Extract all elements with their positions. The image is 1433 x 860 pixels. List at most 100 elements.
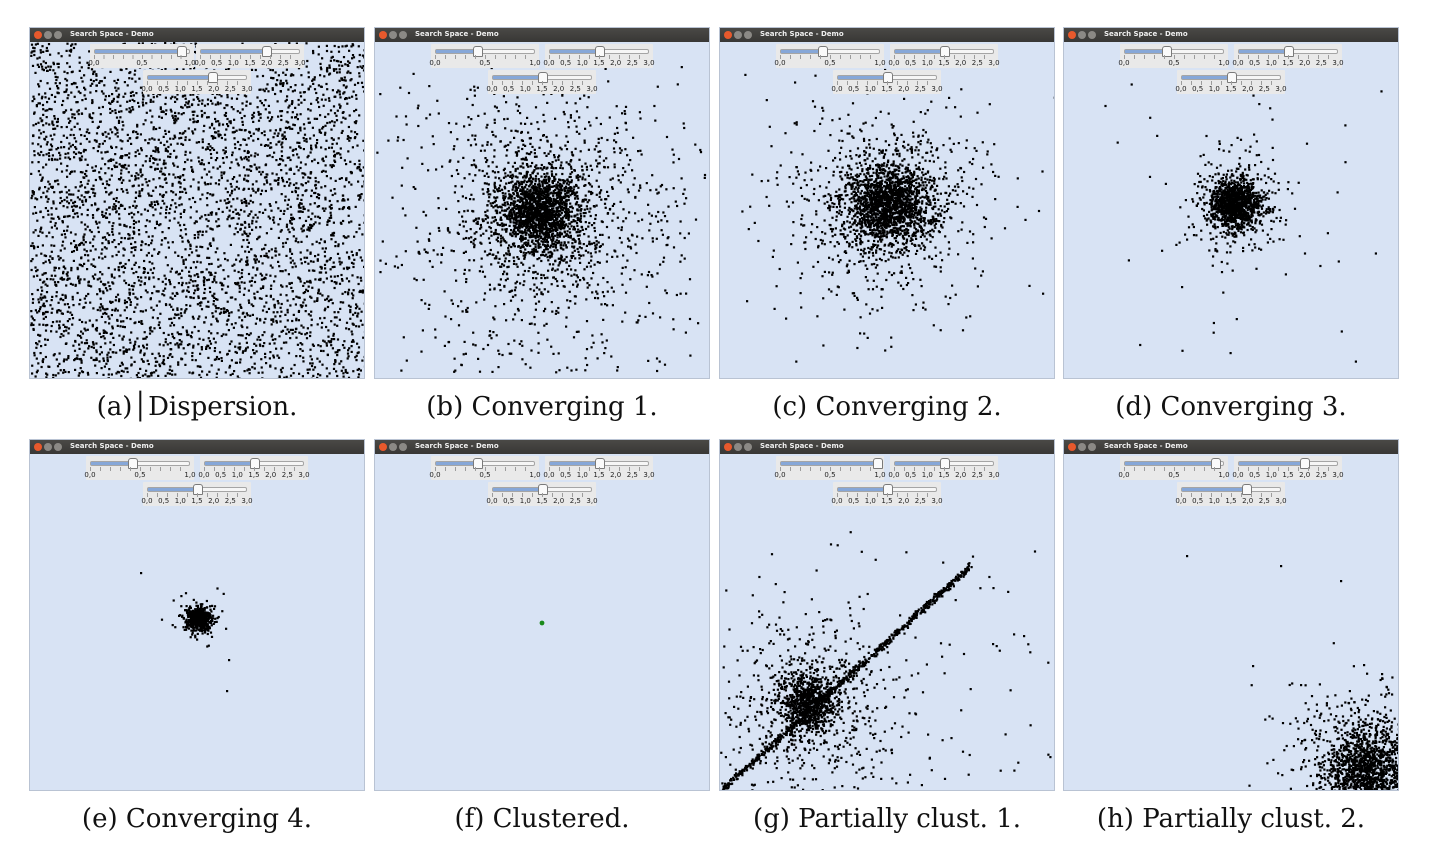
particle (211, 312, 214, 315)
particle (352, 313, 355, 316)
particle (64, 295, 67, 298)
particle (215, 358, 218, 361)
particle (274, 367, 277, 370)
particle (113, 276, 116, 279)
particle (193, 120, 196, 123)
particle (40, 345, 43, 348)
particle (178, 132, 182, 135)
particle (30, 172, 33, 175)
particle (65, 273, 68, 276)
particle (96, 126, 99, 129)
particle (70, 269, 73, 272)
particle (236, 231, 239, 234)
particle (266, 116, 270, 119)
close-icon[interactable] (379, 31, 387, 39)
particle (32, 231, 35, 234)
particle (134, 69, 137, 72)
particle (493, 181, 496, 184)
particle (164, 129, 167, 132)
particle (469, 198, 472, 201)
particle (196, 287, 199, 290)
particle (114, 111, 117, 115)
particle (184, 258, 187, 261)
particle (330, 338, 333, 341)
particle (80, 359, 83, 362)
particle (299, 342, 302, 345)
particle (244, 250, 247, 253)
particle (178, 180, 181, 183)
particle (174, 202, 177, 205)
particle (31, 364, 34, 367)
particle (228, 342, 232, 346)
slider-b[interactable]: 0,0 0,5 1,0 1,5 2,0 2,5 3,0 (194, 44, 306, 68)
slider-track[interactable] (94, 46, 190, 57)
particle (243, 210, 246, 213)
particle (109, 158, 113, 161)
particle (265, 255, 269, 258)
particle (519, 122, 523, 125)
particle (76, 196, 79, 199)
particle (127, 259, 130, 262)
maximize-icon[interactable] (399, 31, 407, 39)
particle (254, 152, 257, 155)
particle (221, 210, 224, 213)
particle (184, 228, 187, 231)
particle (270, 209, 273, 212)
particle (306, 368, 309, 371)
minimize-icon[interactable] (389, 31, 397, 39)
particle (184, 97, 187, 100)
particle (261, 248, 264, 251)
particle (210, 135, 213, 138)
particle (34, 266, 37, 269)
particle (171, 373, 174, 376)
particle (651, 174, 654, 177)
particle (356, 342, 359, 345)
minimize-icon[interactable] (44, 31, 52, 39)
particle (111, 325, 114, 328)
slider-track[interactable] (147, 72, 247, 83)
particle (44, 186, 47, 189)
maximize-icon[interactable] (54, 31, 62, 39)
particle (319, 114, 322, 117)
particle (486, 123, 489, 126)
particle (231, 131, 234, 134)
particle (529, 174, 532, 177)
particle (78, 206, 82, 209)
particle (285, 180, 289, 184)
panel-dispersion: Search Space - Demo 0,0 0,5 1,0 0,0 0,5 1,0 1… (30, 28, 364, 428)
particle (104, 95, 107, 98)
particle (203, 284, 206, 287)
particle (261, 74, 265, 78)
particle (42, 216, 45, 219)
particle (355, 253, 358, 256)
particle (33, 97, 36, 101)
particle (570, 369, 573, 372)
particle (160, 206, 163, 209)
particle (197, 329, 200, 333)
particle (293, 363, 296, 367)
slider-track[interactable] (200, 46, 300, 57)
particle (225, 291, 228, 294)
particle (109, 102, 112, 105)
particle (271, 155, 274, 159)
particle (100, 335, 103, 339)
particle (164, 283, 167, 286)
particle (208, 370, 211, 373)
particle (307, 285, 310, 288)
particle (184, 233, 188, 236)
particle (192, 261, 195, 264)
particle (317, 161, 320, 165)
slider-a[interactable]: 0,0 0,5 1,0 (88, 44, 196, 68)
particle (33, 112, 36, 115)
particle (524, 254, 527, 257)
particle (324, 131, 327, 134)
particle (265, 273, 268, 276)
particle (139, 133, 142, 136)
close-icon[interactable] (34, 31, 42, 39)
particle (307, 71, 310, 74)
particle (95, 90, 98, 93)
particle (186, 106, 189, 109)
slider-c[interactable]: 0,0 0,5 1,0 1,5 2,0 2,5 3,0 (141, 70, 253, 94)
particle (93, 70, 96, 73)
particle (157, 138, 160, 141)
